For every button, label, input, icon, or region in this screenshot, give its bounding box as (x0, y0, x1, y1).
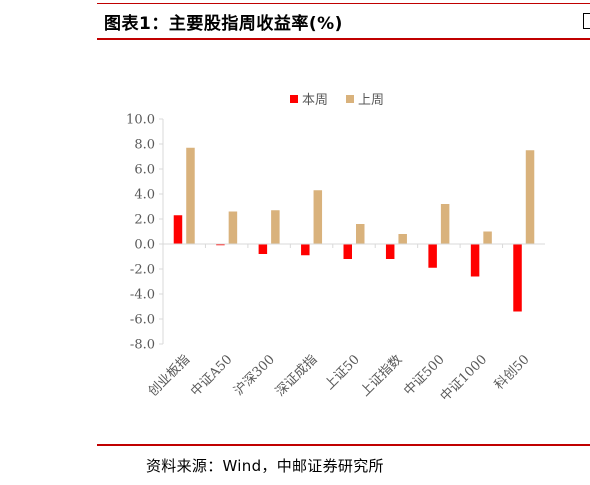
bar-last-week-2 (271, 210, 280, 244)
y-tick-label: -4.0 (130, 288, 155, 303)
chart-legend: 本周 上周 (290, 93, 384, 108)
y-axis: 10.0 8.0 6.0 4.0 2.0 0.0 -2.0 -4.0 -6.0 -8.0 (126, 113, 164, 353)
x-tick-label: 沪深300 (231, 352, 278, 399)
title-rule (97, 38, 590, 40)
page-title: 图表1：主要股指周收益率(%) (104, 14, 343, 34)
y-tick-label: 6.0 (134, 163, 155, 178)
x-tick-label: 上证50 (322, 352, 363, 393)
bar-this-week-8 (513, 244, 522, 312)
y-tick-label: 4.0 (134, 188, 155, 203)
y-tick-label: 2.0 (134, 213, 155, 228)
source-note: 资料来源：Wind，中邮证券研究所 (146, 457, 384, 475)
x-tick-label: 科创50 (492, 352, 533, 393)
bar-this-week-5 (385, 244, 395, 259)
bar-last-week-8 (525, 150, 535, 244)
y-tick-label: -2.0 (130, 263, 155, 278)
y-tick-label: 0.0 (134, 238, 155, 253)
legend-swatch-0 (290, 95, 298, 103)
bar-last-week-4 (356, 224, 365, 244)
x-tick-label: 中证A50 (188, 352, 235, 399)
x-tick-label: 创业板指 (146, 352, 193, 399)
x-tick-label: 中证1000 (438, 352, 490, 404)
y-tick-label: 8.0 (134, 138, 155, 153)
bar-this-week-0 (173, 215, 183, 244)
bar-this-week-1 (216, 244, 225, 246)
bar-last-week-1 (228, 211, 238, 244)
y-tick-label: -8.0 (130, 338, 155, 353)
bar-this-week-3 (301, 244, 310, 256)
x-tick-label: 上证指数 (358, 352, 405, 399)
bar-last-week-7 (483, 231, 492, 244)
top-rule (97, 3, 590, 4)
bar-this-week-7 (470, 244, 480, 277)
x-tick-label: 深证成指 (273, 352, 320, 399)
bar-this-week-4 (343, 244, 352, 259)
bar-last-week-5 (398, 234, 407, 244)
legend-label-0: 本周 (302, 93, 328, 108)
bar-last-week-6 (440, 204, 450, 244)
bars (173, 147, 535, 312)
legend-label-1: 上周 (358, 93, 384, 108)
y-tick-label: -6.0 (130, 313, 155, 328)
title-bracket-mark (583, 13, 590, 29)
y-tick-label: 10.0 (126, 113, 155, 128)
bar-last-week-0 (186, 147, 195, 244)
bottom-rule (97, 444, 590, 446)
bar-this-week-6 (428, 244, 437, 268)
bar-last-week-3 (313, 190, 323, 244)
legend-swatch-1 (346, 95, 354, 103)
bar-this-week-2 (258, 244, 268, 254)
